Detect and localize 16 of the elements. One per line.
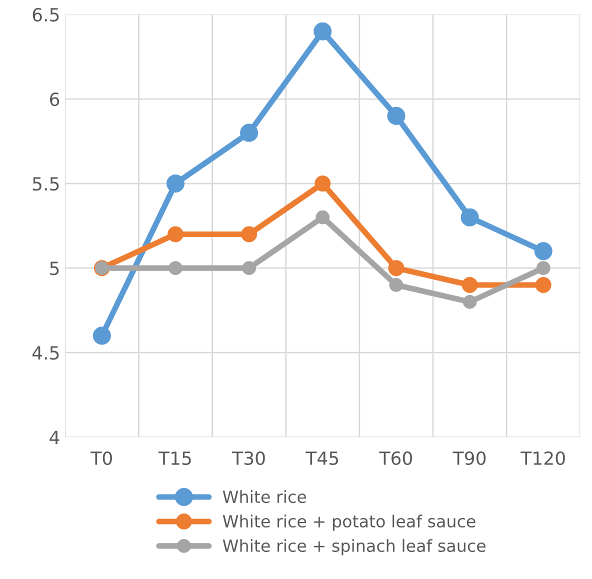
y-tick-label: 6.5: [32, 8, 59, 22]
x-tick-label: T90: [452, 451, 486, 466]
legend-label: White rice + spinach leaf sauce: [222, 539, 486, 556]
x-tick-label: T15: [158, 452, 191, 466]
x-tick-label: T60: [379, 451, 412, 466]
legend-label: White rice + potato leaf sauce: [222, 514, 476, 531]
x-tick-label: T0: [90, 451, 112, 466]
x-tick-label: T120: [520, 451, 565, 466]
y-tick-label: 5: [50, 262, 59, 276]
legend-label: White rice: [222, 490, 306, 504]
y-tick-label: 4: [50, 430, 60, 444]
x-tick-label: T45: [306, 452, 338, 466]
y-tick-label: 6: [50, 92, 60, 106]
x-tick-label: T30: [232, 451, 265, 466]
y-tick-label: 5.5: [32, 177, 59, 191]
y-tick-label: 4.5: [32, 346, 59, 360]
